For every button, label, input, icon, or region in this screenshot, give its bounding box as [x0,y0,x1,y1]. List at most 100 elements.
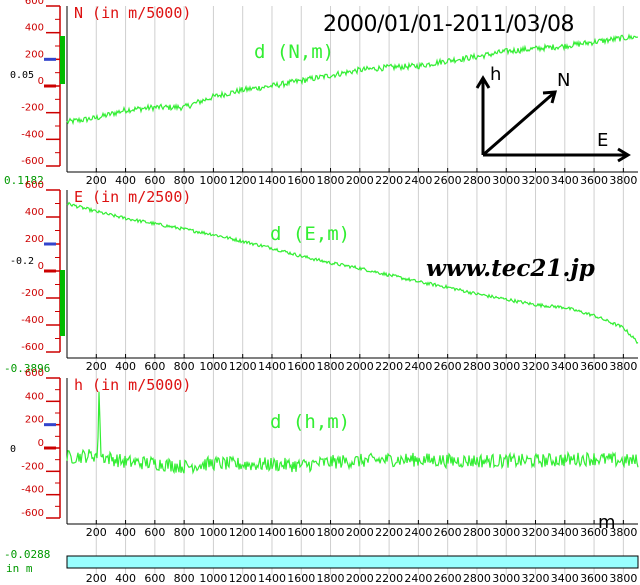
x-tick-label: 2600 [434,174,462,187]
series-line [66,391,639,475]
panel-label: E (in m/2500) [74,188,191,206]
x-tick-label: 1200 [229,174,257,187]
y-tick-label: -600 [21,508,44,519]
compass-diagram: h N E [475,64,631,163]
scale-bar-tick-label: 2400 [404,572,432,585]
x-tick-label: 200 [86,174,107,187]
x-tick-label: 1800 [317,174,345,187]
series-line [66,33,639,126]
x-tick-label: 1400 [258,360,286,373]
x-tick-label: 3600 [580,360,608,373]
scale-bar-tick-label: 1200 [229,572,257,585]
scale-bar-fill [66,555,639,569]
x-tick-label: 3200 [522,174,550,187]
readout-value: 0.1182 [4,174,44,187]
y-tick-label: 0 [38,261,44,272]
unit-label: m [598,512,616,533]
x-tick-label: 1400 [258,526,286,539]
x-tick-label: 3800 [609,526,637,539]
x-tick-label: 3800 [609,174,637,187]
y-tick-label: 600 [25,368,44,379]
y-tick-label: 0 [38,76,44,87]
series-line [66,201,639,344]
scale-bar-tick-label: 3800 [609,572,637,585]
x-tick-label: 2200 [375,360,403,373]
y-tick-label: 0 [38,438,44,449]
date-range-title: 2000/01/01-2011/03/08 [323,12,575,37]
y-tick-label: -200 [21,103,44,114]
panel-1: 200 400 600 800 1000 1200 1400 1600 1800 2000 2200… [4,0,639,187]
x-tick-label: 3400 [551,360,579,373]
scale-bar-tick-label: 600 [144,572,165,585]
x-tick-label: 3000 [492,526,520,539]
x-tick-label: 200 [86,526,107,539]
x-tick-label: 3800 [609,360,637,373]
gauge-value: 0.05 [10,70,34,81]
gauge-value: -0.2 [10,256,34,267]
y-tick-label: 400 [25,23,44,34]
x-tick-label: 3000 [492,174,520,187]
scale-bar-tick-label: 2000 [346,572,374,585]
level-bar [60,270,65,336]
x-tick-label: 3600 [580,174,608,187]
scale-bar-tick-label: 2200 [375,572,403,585]
x-tick-label: 3400 [551,174,579,187]
x-tick-label: 800 [174,526,195,539]
scale-bar-tick-label: 3600 [580,572,608,585]
x-tick-label: 2000 [346,174,374,187]
panel-2: 200 400 600 800 1000 1200 1400 1600 1800 2000 2200… [4,180,639,375]
x-tick-label: 1800 [317,526,345,539]
x-tick-label: 2800 [463,174,491,187]
x-tick-label: 2800 [463,526,491,539]
y-tick-label: -600 [21,156,44,167]
y-tick-label: -400 [21,315,44,326]
y-tick-label: 600 [25,0,44,7]
scale-bar-tick-label: 200 [86,572,107,585]
x-tick-label: 600 [144,526,165,539]
scale-bar-tick-label: 1000 [199,572,227,585]
x-tick-label: 600 [144,174,165,187]
level-bar [60,36,65,84]
compass-right-arrowhead [617,147,631,163]
x-tick-label: 1600 [287,526,315,539]
scale-bar-tick-label: 1600 [287,572,315,585]
scale-bar-unit: in m [6,562,33,575]
x-tick-label: 3600 [580,526,608,539]
x-tick-label: 2400 [404,174,432,187]
compass-diag-arrowhead [542,90,558,104]
bottom-scale-bar: in m 200 400 600 800 1000 1200 1400 1600 1800 2000… [6,555,639,585]
scale-bar-tick-label: 3400 [551,572,579,585]
vertical-gridlines [95,6,624,575]
scale-bar-tick-label: 400 [115,572,136,585]
series-label: d (E,m) [270,223,350,245]
scale-bar-tick-label: 2800 [463,572,491,585]
panel-label: N (in m/5000) [74,4,191,22]
x-tick-label: 1200 [229,360,257,373]
readout-value: -0.3896 [4,362,50,375]
scale-bar-tick-label: 2600 [434,572,462,585]
y-tick-label: 200 [25,234,44,245]
x-tick-label: 3000 [492,360,520,373]
y-tick-label: -200 [21,461,44,472]
x-tick-label: 1800 [317,360,345,373]
scale-bar-tick-label: 1800 [317,572,345,585]
x-tick-label: 1600 [287,174,315,187]
y-tick-label: 400 [25,207,44,218]
x-tick-label: 1600 [287,360,315,373]
y-tick-label: -200 [21,288,44,299]
x-tick-label: 600 [144,360,165,373]
x-tick-label: 2200 [375,174,403,187]
compass-up-label: h [490,64,501,85]
x-tick-label: 400 [115,360,136,373]
y-tick-label: 200 [25,49,44,60]
y-tick-label: 200 [25,415,44,426]
x-tick-label: 1000 [199,174,227,187]
readout-value: -0.0288 [4,548,50,561]
x-tick-label: 800 [174,174,195,187]
compass-up-arrowhead [475,75,491,89]
x-tick-label: 800 [174,360,195,373]
x-tick-label: 400 [115,174,136,187]
gauge-value: 0 [10,444,16,455]
x-tick-label: 2000 [346,526,374,539]
